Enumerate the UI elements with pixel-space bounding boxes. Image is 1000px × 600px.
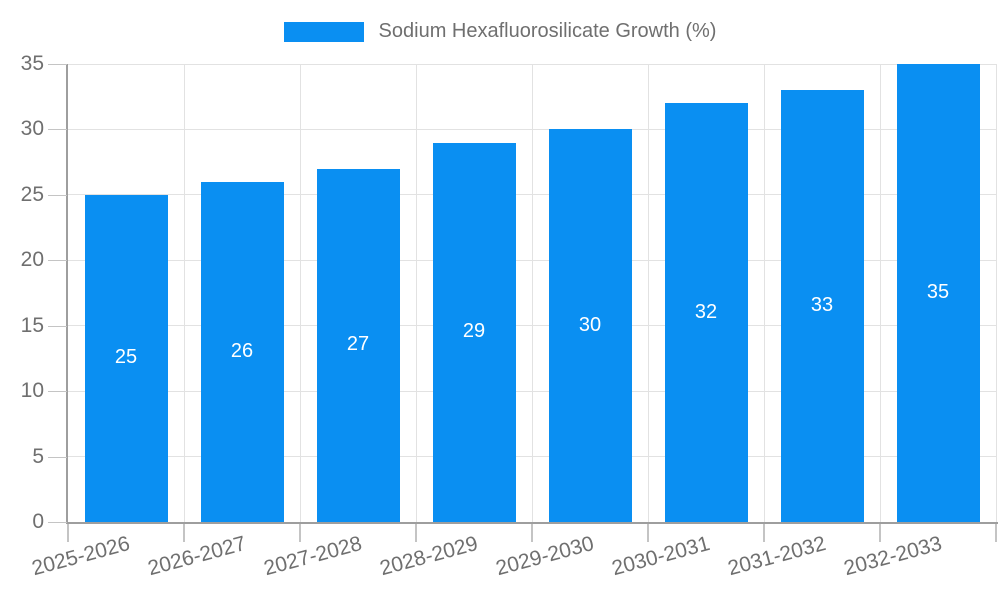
bar <box>432 142 516 522</box>
bar-value-label: 27 <box>346 333 370 356</box>
bar-value-label: 35 <box>926 281 950 303</box>
legend-swatch-icon <box>283 21 364 42</box>
x-tick-mark <box>531 524 533 542</box>
x-tick-label: 2026-2027 <box>144 532 248 581</box>
x-tick-label: 2025-2026 <box>28 532 132 581</box>
bar-value-label: 33 <box>810 294 834 317</box>
y-tick-label: 25 <box>20 182 44 206</box>
y-tick-mark <box>48 456 67 458</box>
x-tick-mark <box>415 524 417 542</box>
y-tick-mark <box>48 129 67 131</box>
y-tick-label: 35 <box>20 52 44 75</box>
y-tick-mark <box>48 194 67 196</box>
bar <box>316 168 400 522</box>
bar-value-label: 29 <box>462 320 486 343</box>
y-axis-line <box>66 64 68 524</box>
bar <box>84 194 168 522</box>
y-tick-mark <box>48 325 67 327</box>
legend-label: Sodium Hexafluorosilicate Growth (%) <box>378 20 717 42</box>
x-tick-mark <box>183 524 185 542</box>
bar-value-label: 30 <box>578 313 602 336</box>
x-tick-label: 2032-2033 <box>840 532 944 581</box>
bar-value-label: 26 <box>230 339 254 362</box>
x-tick-label: 2029-2030 <box>492 532 596 581</box>
gridline-vertical <box>879 64 881 522</box>
gridline-vertical <box>183 64 185 522</box>
x-tick-mark <box>763 524 765 542</box>
y-tick-label: 20 <box>20 248 44 272</box>
y-tick-mark <box>48 260 67 262</box>
legend-item[interactable]: Sodium Hexafluorosilicate Growth (%) <box>283 20 717 43</box>
bar <box>200 181 284 522</box>
x-tick-mark <box>647 524 649 542</box>
gridline-vertical <box>299 64 301 522</box>
x-tick-label: 2027-2028 <box>260 532 364 581</box>
gridline-vertical <box>531 64 533 522</box>
x-tick-mark <box>995 524 997 542</box>
y-tick-label: 10 <box>20 379 44 403</box>
y-tick-mark <box>48 64 67 65</box>
x-tick-mark <box>67 524 69 542</box>
y-tick-label: 0 <box>32 510 44 533</box>
chart-legend: Sodium Hexafluorosilicate Growth (%) <box>0 20 1000 43</box>
bar <box>896 64 980 522</box>
bar-value-label: 25 <box>114 346 138 369</box>
y-tick-label: 30 <box>20 117 44 141</box>
x-axis-line <box>66 522 998 524</box>
bar <box>780 90 864 522</box>
gridline-vertical <box>647 64 649 522</box>
x-tick-mark <box>299 524 301 542</box>
gridline-vertical <box>995 64 997 522</box>
y-tick-label: 15 <box>20 313 44 337</box>
gridline-vertical <box>763 64 765 522</box>
bar-value-label: 32 <box>694 300 718 323</box>
x-tick-label: 2031-2032 <box>724 532 828 581</box>
y-tick-mark <box>48 391 67 393</box>
x-tick-mark <box>879 524 881 542</box>
bar <box>548 129 632 522</box>
y-tick-label: 5 <box>32 444 44 468</box>
gridline-vertical <box>415 64 417 522</box>
x-tick-label: 2028-2029 <box>376 532 480 581</box>
bar <box>664 103 748 522</box>
plot-area: 25 26 27 29 30 32 33 35 <box>68 63 997 522</box>
y-tick-mark <box>48 522 67 523</box>
x-tick-label: 2030-2031 <box>608 532 712 581</box>
